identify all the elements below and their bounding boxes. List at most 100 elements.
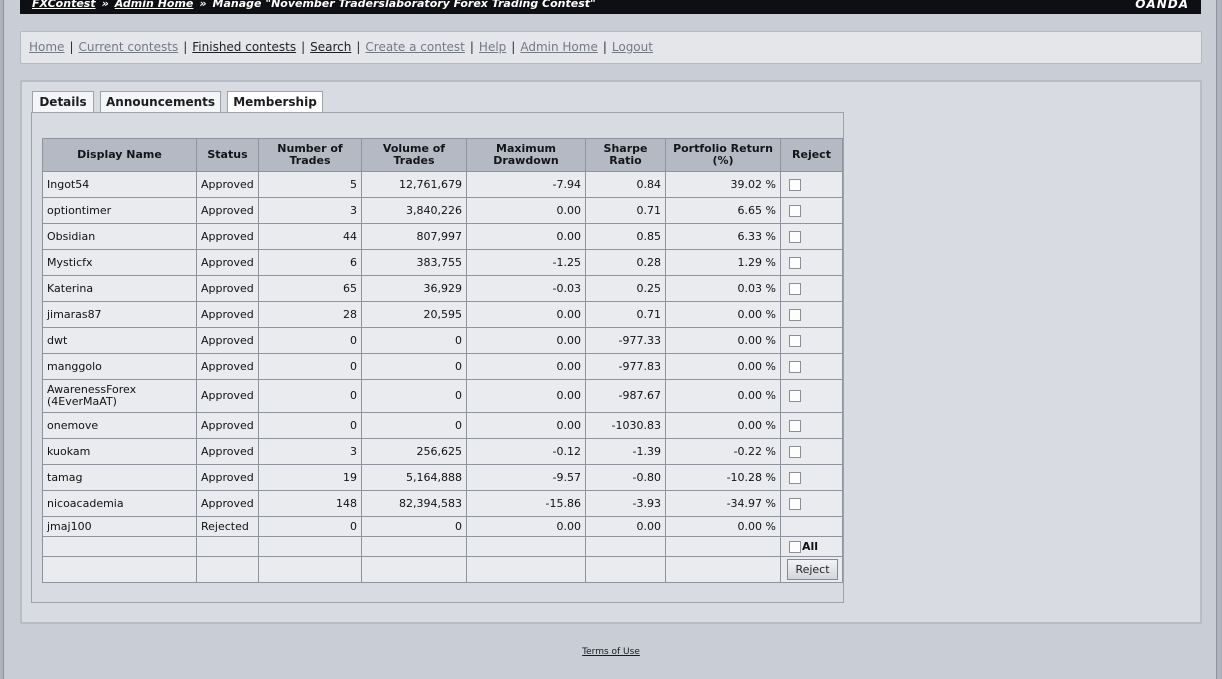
nav-current-contests[interactable]: Current contests	[78, 40, 179, 54]
cell-number-of-trades: 19	[258, 464, 362, 491]
empty-cell	[196, 556, 259, 583]
cell-portfolio-return: 0.00 %	[665, 379, 781, 413]
col-number-of-trades[interactable]: Number of Trades	[258, 138, 362, 172]
footer: Terms of Use	[0, 647, 1222, 657]
reject-checkbox[interactable]	[789, 390, 801, 402]
nav-finished-contests[interactable]: Finished contests	[192, 40, 297, 54]
cell-volume-of-trades: 0	[361, 412, 467, 439]
table-row: optiontimer Approved 3 3,840,226 0.00 0.71 6.6…	[42, 197, 843, 224]
reject-checkbox[interactable]	[789, 283, 801, 295]
cell-status: Rejected	[196, 516, 259, 537]
table-row: kuokam Approved 3 256,625 -0.12 -1.39 -0.22 %	[42, 438, 843, 465]
cell-maximum-drawdown: 0.00	[466, 353, 586, 380]
cell-number-of-trades: 0	[258, 379, 362, 413]
cell-sharpe-ratio: -3.93	[585, 490, 666, 517]
cell-portfolio-return: 39.02 %	[665, 171, 781, 198]
reject-checkbox[interactable]	[789, 498, 801, 510]
cell-number-of-trades: 0	[258, 353, 362, 380]
cell-display-name: Obsidian	[42, 223, 197, 250]
reject-checkbox[interactable]	[789, 420, 801, 432]
cell-status: Approved	[196, 223, 259, 250]
cell-volume-of-trades: 807,997	[361, 223, 467, 250]
cell-volume-of-trades: 5,164,888	[361, 464, 467, 491]
cell-display-name: Ingot54	[42, 171, 197, 198]
col-volume-of-trades[interactable]: Volume of Trades	[361, 138, 467, 172]
empty-cell	[258, 556, 362, 583]
nav-admin-home[interactable]: Admin Home	[520, 40, 598, 54]
nav-create-contest[interactable]: Create a contest	[365, 40, 465, 54]
cell-status: Approved	[196, 412, 259, 439]
empty-cell	[42, 556, 197, 583]
reject-button[interactable]: Reject	[787, 559, 838, 580]
cell-portfolio-return: -10.28 %	[665, 464, 781, 491]
crumb-separator: »	[199, 0, 207, 10]
col-sharpe-ratio[interactable]: Sharpe Ratio	[585, 138, 666, 172]
empty-cell	[466, 536, 586, 557]
nav-help[interactable]: Help	[478, 40, 507, 54]
empty-cell	[361, 536, 467, 557]
cell-portfolio-return: 0.00 %	[665, 353, 781, 380]
nav-divider: |	[69, 40, 74, 54]
cell-status: Approved	[196, 197, 259, 224]
table-row-actions: Reject	[42, 556, 843, 583]
table-row: AwarenessForex (4EverMaAT) Approved 0 0 0.00…	[42, 379, 843, 413]
cell-number-of-trades: 148	[258, 490, 362, 517]
reject-checkbox[interactable]	[789, 472, 801, 484]
nav-divider: |	[183, 40, 188, 54]
empty-cell	[42, 536, 197, 557]
cell-reject	[780, 327, 843, 354]
tab-membership[interactable]: Membership	[227, 91, 323, 115]
cell-volume-of-trades: 383,755	[361, 249, 467, 276]
col-maximum-drawdown[interactable]: Maximum Drawdown	[466, 138, 586, 172]
select-all-cell: All	[780, 536, 843, 557]
cell-number-of-trades: 6	[258, 249, 362, 276]
nav-divider: |	[511, 40, 516, 54]
reject-checkbox[interactable]	[789, 179, 801, 191]
crumb-admin-home[interactable]: Admin Home	[114, 0, 194, 10]
reject-checkbox[interactable]	[789, 231, 801, 243]
reject-checkbox[interactable]	[789, 205, 801, 217]
reject-checkbox[interactable]	[789, 335, 801, 347]
col-display-name[interactable]: Display Name	[42, 138, 197, 172]
nav-search[interactable]: Search	[310, 40, 352, 54]
cell-display-name: onemove	[42, 412, 197, 439]
cell-status: Approved	[196, 490, 259, 517]
col-status[interactable]: Status	[196, 138, 259, 172]
cell-status: Approved	[196, 438, 259, 465]
cell-reject	[780, 249, 843, 276]
membership-panel: Display Name Status Number of Trades Vol…	[31, 112, 844, 603]
cell-reject	[780, 490, 843, 517]
cell-maximum-drawdown: 0.00	[466, 516, 586, 537]
nav-logout[interactable]: Logout	[611, 40, 653, 54]
cell-volume-of-trades: 256,625	[361, 438, 467, 465]
terms-of-use-link[interactable]: Terms of Use	[582, 647, 640, 657]
reject-checkbox[interactable]	[789, 257, 801, 269]
cell-display-name: Mysticfx	[42, 249, 197, 276]
cell-maximum-drawdown: -0.03	[466, 275, 586, 302]
empty-cell	[585, 556, 666, 583]
cell-portfolio-return: 0.03 %	[665, 275, 781, 302]
cell-volume-of-trades: 0	[361, 516, 467, 537]
reject-checkbox[interactable]	[789, 446, 801, 458]
crumb-fxcontest[interactable]: FXContest	[32, 0, 96, 10]
select-all-checkbox[interactable]	[789, 541, 801, 553]
table-row: nicoacademia Approved 148 82,394,583 -15.86-…	[42, 490, 843, 517]
page-title: Manage "November Traderslaboratory Forex…	[212, 0, 596, 10]
cell-volume-of-trades: 0	[361, 379, 467, 413]
cell-display-name: AwarenessForex (4EverMaAT)	[42, 379, 197, 413]
cell-sharpe-ratio: 0.84	[585, 171, 666, 198]
cell-maximum-drawdown: 0.00	[466, 327, 586, 354]
reject-checkbox[interactable]	[789, 309, 801, 321]
col-portfolio-return[interactable]: Portfolio Return (%)	[665, 138, 781, 172]
cell-sharpe-ratio: 0.28	[585, 249, 666, 276]
table-row: manggolo Approved 0 0 0.00 -977.83 0.00 %	[42, 353, 843, 380]
empty-cell	[585, 536, 666, 557]
tab-announcements[interactable]: Announcements	[100, 91, 221, 113]
nav-divider: |	[301, 40, 306, 54]
cell-sharpe-ratio: -1030.83	[585, 412, 666, 439]
cell-display-name: nicoacademia	[42, 490, 197, 517]
reject-checkbox[interactable]	[789, 361, 801, 373]
tab-details[interactable]: Details	[32, 91, 94, 113]
table-row: jimaras87 Approved 28 20,595 0.00 0.71 0.00 %	[42, 301, 843, 328]
nav-home[interactable]: Home	[29, 40, 65, 54]
